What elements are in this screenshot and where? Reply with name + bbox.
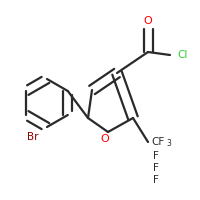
- Text: 3: 3: [166, 140, 171, 148]
- Text: Cl: Cl: [177, 50, 187, 60]
- Text: O: O: [144, 16, 152, 26]
- Text: F: F: [153, 175, 159, 185]
- Text: F: F: [153, 163, 159, 173]
- Text: CF: CF: [151, 137, 164, 147]
- Text: Br: Br: [27, 132, 39, 142]
- Text: F: F: [153, 151, 159, 161]
- Text: O: O: [101, 134, 109, 144]
